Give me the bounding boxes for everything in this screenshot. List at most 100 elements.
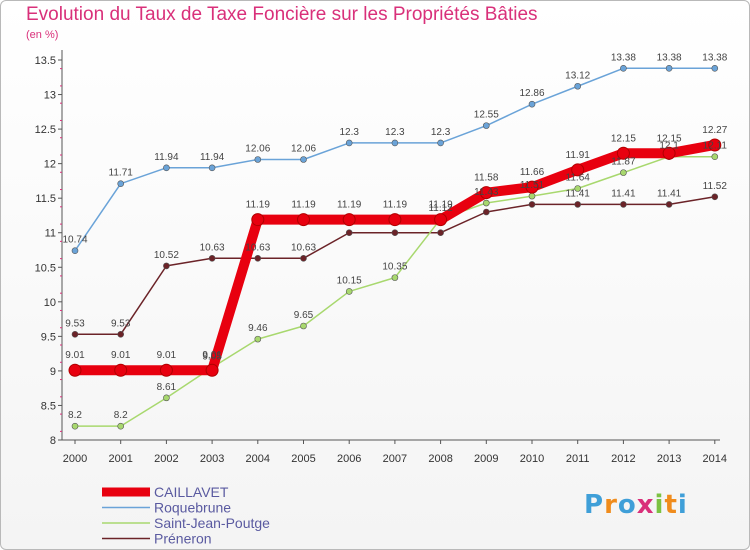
data-point-roquebrune — [118, 181, 124, 187]
data-label-roquebrune: 13.12 — [565, 70, 590, 81]
data-point-roquebrune — [301, 156, 307, 162]
data-label-pr-neron: 11.41 — [611, 188, 636, 199]
y-tick-label: 12.5 — [35, 124, 56, 136]
data-label-saint-jean-poutge: 11.51 — [520, 180, 545, 191]
data-label-caillavet: 9.01 — [202, 350, 222, 361]
data-point-roquebrune — [712, 65, 718, 71]
series-layer — [69, 65, 721, 429]
x-tick-label: 2012 — [611, 453, 635, 465]
data-label-caillavet: 9.01 — [157, 350, 177, 361]
logo-letter: i — [655, 490, 665, 520]
data-label-caillavet: 12.27 — [702, 125, 727, 136]
legend-label: Préneron — [154, 531, 212, 547]
data-label-roquebrune: 10.74 — [62, 235, 87, 246]
x-tick-label: 2005 — [291, 453, 315, 465]
data-point-pr-neron — [163, 263, 169, 269]
data-point-saint-jean-poutge — [163, 395, 169, 401]
data-label-roquebrune: 12.86 — [519, 88, 544, 99]
data-label-roquebrune: 12.55 — [474, 110, 499, 121]
data-point-saint-jean-poutge — [620, 170, 626, 176]
data-label-caillavet: 11.58 — [474, 173, 499, 184]
data-label-saint-jean-poutge: 10.15 — [337, 275, 362, 286]
data-point-caillavet — [252, 214, 264, 226]
data-point-caillavet — [206, 364, 218, 376]
data-label-caillavet: 11.19 — [291, 200, 316, 211]
proxiti-logo: Proxiti — [584, 490, 688, 520]
logo-letter: t — [664, 490, 677, 520]
data-label-saint-jean-poutge: 9.46 — [248, 323, 268, 334]
x-tick-label: 2006 — [337, 453, 361, 465]
x-tick-label: 2001 — [108, 453, 132, 465]
data-point-roquebrune — [255, 156, 261, 162]
data-label-pr-neron: 10.63 — [200, 242, 225, 253]
y-tick-label: 9 — [50, 366, 56, 378]
data-label-roquebrune: 11.71 — [109, 168, 134, 179]
legend-label: CAILLAVET — [154, 484, 229, 500]
data-point-pr-neron — [529, 201, 535, 207]
x-tick-label: 2008 — [428, 453, 452, 465]
x-tick-label: 2002 — [154, 453, 178, 465]
data-label-roquebrune: 13.38 — [702, 52, 727, 63]
x-tick-label: 2009 — [474, 453, 498, 465]
data-point-pr-neron — [620, 201, 626, 207]
x-tick-label: 2003 — [200, 453, 224, 465]
data-label-roquebrune: 13.38 — [611, 52, 636, 63]
data-label-roquebrune: 12.06 — [245, 143, 270, 154]
data-point-pr-neron — [712, 194, 718, 200]
x-tick-label: 2011 — [566, 453, 590, 465]
data-point-pr-neron — [255, 255, 261, 261]
data-label-saint-jean-poutge: 8.61 — [157, 382, 177, 393]
data-point-caillavet — [69, 364, 81, 376]
data-point-saint-jean-poutge — [301, 323, 307, 329]
y-tick-label: 10 — [44, 297, 56, 309]
data-point-pr-neron — [666, 201, 672, 207]
data-label-roquebrune: 11.94 — [154, 152, 179, 163]
y-tick-label: 9.5 — [41, 331, 56, 343]
y-tick-label: 11 — [45, 228, 56, 240]
data-point-roquebrune — [392, 140, 398, 146]
data-point-roquebrune — [438, 140, 444, 146]
data-point-pr-neron — [209, 255, 215, 261]
x-tick-label: 2004 — [246, 453, 270, 465]
data-point-saint-jean-poutge — [72, 423, 78, 429]
y-tick-label: 11.5 — [35, 193, 56, 205]
data-label-pr-neron: 11.41 — [566, 188, 591, 199]
data-label-saint-jean-poutge: 8.2 — [68, 410, 82, 421]
data-label-roquebrune: 12.3 — [339, 127, 359, 138]
data-point-saint-jean-poutge — [712, 154, 718, 160]
data-point-roquebrune — [620, 65, 626, 71]
data-label-pr-neron: 11.52 — [703, 181, 728, 192]
data-point-roquebrune — [575, 83, 581, 89]
data-label-saint-jean-poutge: 11.87 — [611, 157, 636, 168]
data-point-pr-neron — [346, 230, 352, 236]
data-label-caillavet: 11.66 — [520, 167, 545, 178]
x-tick-label: 2000 — [63, 453, 87, 465]
data-point-pr-neron — [483, 209, 489, 215]
data-point-caillavet — [435, 214, 447, 226]
data-label-saint-jean-poutge: 12.11 — [703, 141, 728, 152]
data-label-caillavet: 12.15 — [611, 133, 636, 144]
data-point-roquebrune — [529, 101, 535, 107]
x-tick-label: 2014 — [703, 453, 727, 465]
data-label-pr-neron: 9.53 — [111, 318, 131, 329]
data-point-roquebrune — [209, 165, 215, 171]
data-label-caillavet: 11.19 — [428, 200, 453, 211]
legend-label: Saint-Jean-Poutge — [154, 515, 270, 531]
logo-letter: P — [584, 490, 604, 520]
data-point-pr-neron — [575, 201, 581, 207]
data-point-roquebrune — [163, 165, 169, 171]
data-label-saint-jean-poutge: 11.43 — [474, 187, 499, 198]
logo-letter: x — [637, 490, 655, 520]
data-label-roquebrune: 12.3 — [385, 127, 405, 138]
y-tick-label: 13.5 — [35, 55, 56, 67]
x-tick-label: 2007 — [383, 453, 407, 465]
data-label-saint-jean-poutge: 9.65 — [294, 310, 314, 321]
data-point-pr-neron — [301, 255, 307, 261]
data-point-pr-neron — [438, 230, 444, 236]
data-label-roquebrune: 11.94 — [200, 152, 225, 163]
data-label-caillavet: 11.19 — [383, 200, 408, 211]
data-point-pr-neron — [118, 331, 124, 337]
data-point-roquebrune — [483, 123, 489, 129]
data-point-saint-jean-poutge — [483, 200, 489, 206]
data-label-saint-jean-poutge: 10.35 — [382, 262, 407, 273]
